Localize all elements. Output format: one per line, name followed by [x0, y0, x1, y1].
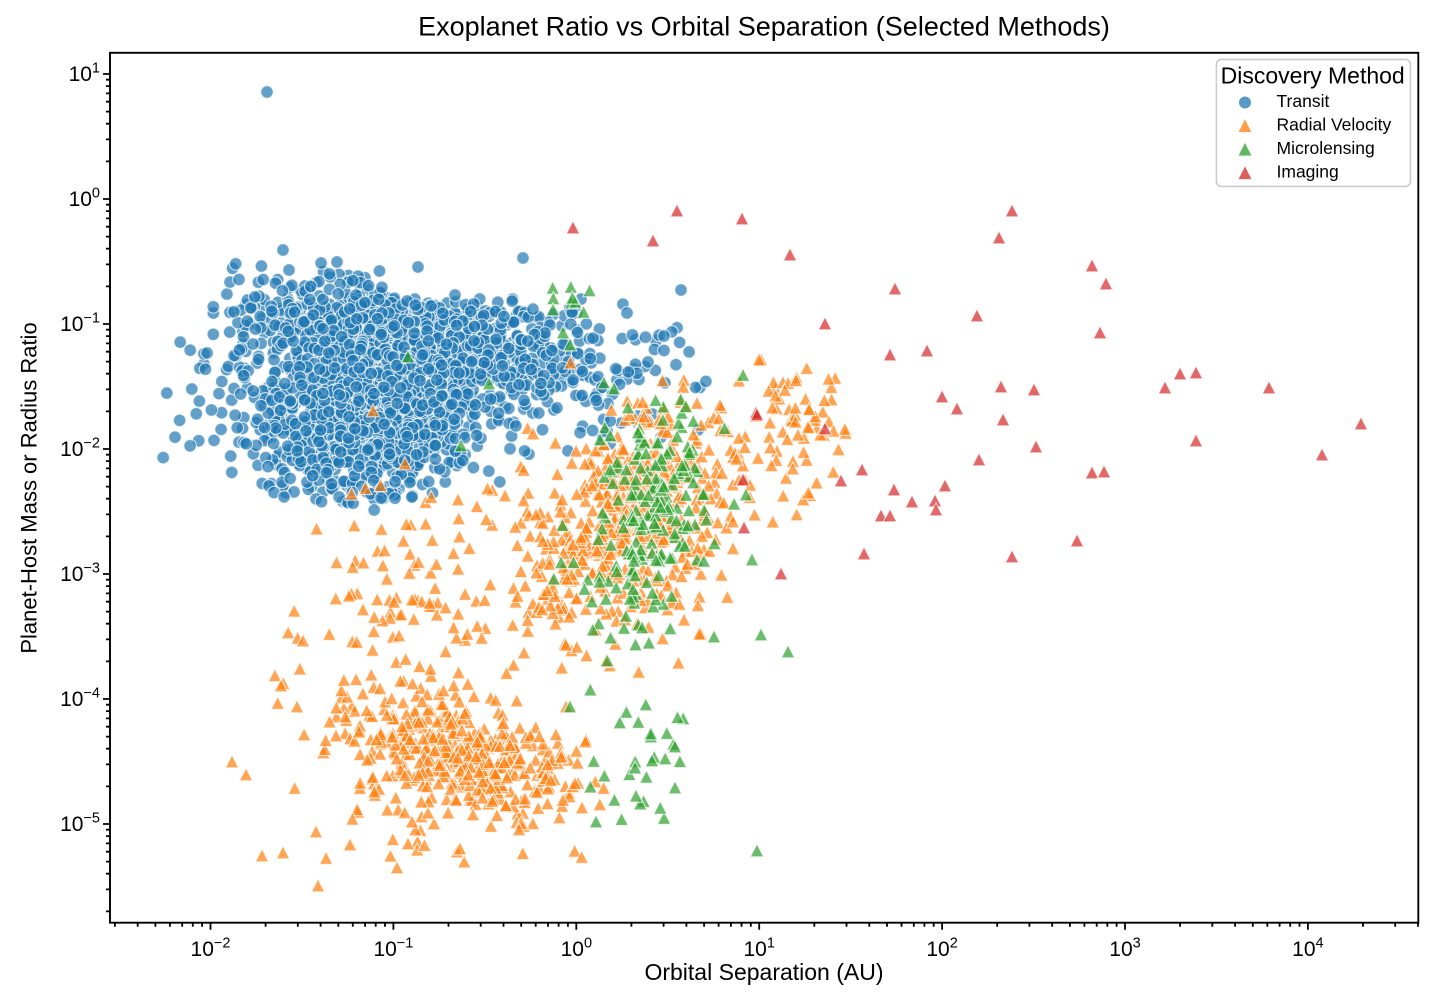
svg-text:Orbital Separation (AU): Orbital Separation (AU) [644, 959, 883, 985]
svg-text:Planet-Host Mass or Radius Rat: Planet-Host Mass or Radius Ratio [17, 322, 42, 653]
svg-text:Radial Velocity: Radial Velocity [1277, 115, 1392, 135]
svg-text:Exoplanet Ratio vs Orbital Sep: Exoplanet Ratio vs Orbital Separation (S… [418, 12, 1110, 42]
svg-text:Imaging: Imaging [1277, 162, 1339, 182]
svg-text:Discovery Method: Discovery Method [1221, 62, 1405, 88]
svg-text:Microlensing: Microlensing [1277, 138, 1375, 158]
svg-text:Transit: Transit [1277, 91, 1330, 111]
